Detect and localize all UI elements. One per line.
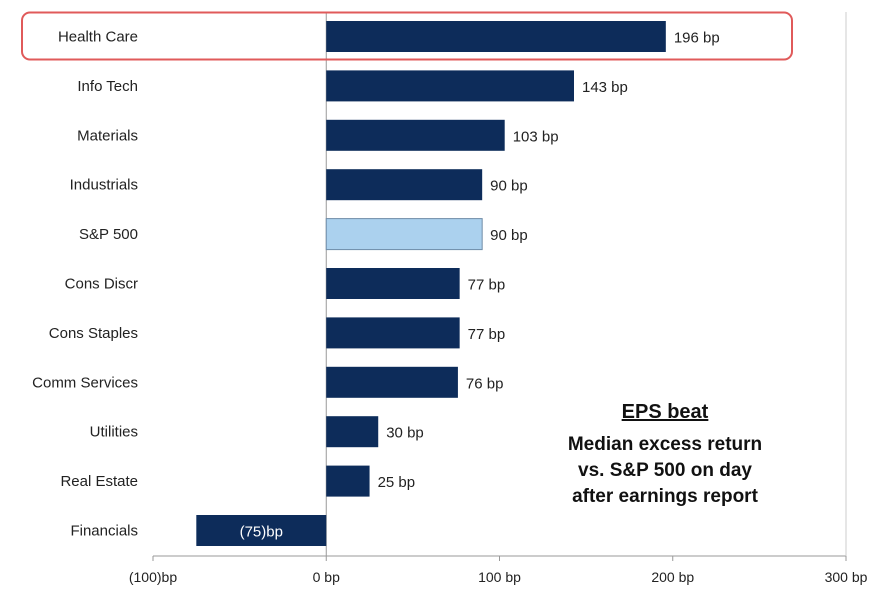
value-label-health-care: 196 bp (674, 30, 720, 47)
bar-industrials (326, 169, 483, 201)
bar-cons-staples (326, 317, 460, 349)
value-label-financials: (75)bp (240, 524, 283, 541)
highlight-box (21, 11, 793, 61)
bar-comm-services (326, 366, 458, 398)
category-label-utilities: Utilities (90, 424, 138, 441)
category-label-comm-services: Comm Services (32, 374, 138, 391)
bars-group (196, 21, 666, 546)
value-label-industrials: 90 bp (490, 178, 528, 195)
bar-info-tech (326, 70, 574, 102)
x-tick-label: 200 bp (651, 569, 694, 585)
category-labels: Health Care Info Tech Materials Industrials… (32, 29, 138, 540)
bar-health-care (326, 21, 666, 52)
x-tick-label: 100 bp (478, 569, 521, 585)
category-label-cons-discr: Cons Discr (65, 276, 138, 293)
x-tick-label: 300 bp (825, 569, 868, 585)
annotation-line-1: Median excess return (568, 434, 762, 455)
bar-materials (326, 119, 505, 151)
value-label-comm-services: 76 bp (466, 375, 504, 392)
annotation-box: EPS beat Median excess return vs. S&P 50… (568, 401, 762, 507)
bar-real-estate (326, 465, 370, 497)
x-tick-label: 0 bp (313, 569, 340, 585)
value-label-materials: 103 bp (513, 128, 559, 145)
category-label-industrials: Industrials (70, 177, 138, 194)
bar-financials (196, 515, 327, 546)
x-axis-ticks: (100)bp 0 bp 100 bp 200 bp 300 bp (129, 556, 868, 585)
bar-sandp-500 (325, 218, 483, 251)
category-label-cons-staples: Cons Staples (49, 325, 138, 342)
category-label-info-tech: Info Tech (77, 78, 138, 95)
value-label-info-tech: 143 bp (582, 79, 628, 96)
bar-utilities (326, 416, 379, 448)
value-labels: 196 bp 143 bp 103 bp 90 bp 90 bp 77 bp 77 bp 76… (240, 30, 720, 541)
value-label-sandp-500: 90 bp (490, 227, 528, 244)
annotation-line-2: vs. S&P 500 on day (578, 460, 752, 481)
annotation-line-3: after earnings report (572, 486, 758, 507)
value-label-utilities: 30 bp (386, 425, 424, 442)
value-label-cons-staples: 77 bp (468, 326, 506, 343)
x-tick-label: (100)bp (129, 569, 177, 585)
category-label-real-estate: Real Estate (60, 473, 138, 490)
value-label-real-estate: 25 bp (378, 474, 416, 491)
value-label-cons-discr: 77 bp (468, 277, 506, 294)
category-label-sandp-500: S&P 500 (79, 226, 138, 243)
category-label-materials: Materials (77, 127, 138, 144)
bar-cons-discr (326, 268, 460, 299)
category-label-health-care: Health Care (58, 29, 138, 46)
highlight-outline-health-care (21, 11, 793, 61)
category-label-financials: Financials (70, 523, 138, 540)
annotation-title: EPS beat (622, 401, 709, 423)
